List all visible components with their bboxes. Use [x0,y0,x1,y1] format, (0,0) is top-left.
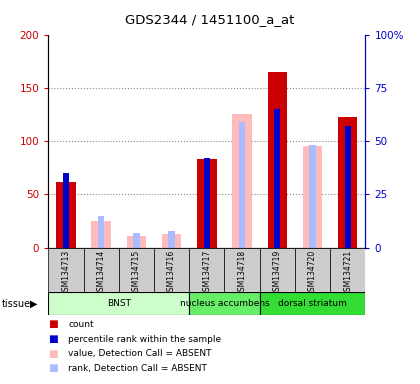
Text: GSM134715: GSM134715 [132,250,141,296]
Text: percentile rank within the sample: percentile rank within the sample [68,334,222,344]
Bar [268,72,287,248]
Text: count: count [68,320,94,329]
Bar [63,173,69,248]
Bar [274,109,281,248]
Text: value, Detection Call = ABSENT: value, Detection Call = ABSENT [68,349,212,358]
Bar [303,146,322,248]
Bar [154,248,189,292]
Bar [189,248,224,292]
Bar [224,248,260,292]
Bar [162,234,181,248]
Bar [133,233,139,248]
Bar [260,292,365,315]
Bar [189,292,260,315]
Text: ■: ■ [48,334,58,344]
Text: GSM134721: GSM134721 [343,250,352,296]
Text: dorsal striatum: dorsal striatum [278,299,347,308]
Bar [92,221,111,248]
Bar [345,126,351,248]
Bar [56,182,76,248]
Bar [204,158,210,248]
Text: GSM134713: GSM134713 [61,250,71,296]
Text: ■: ■ [48,319,58,329]
Bar [239,122,245,248]
Bar [98,216,104,248]
Bar [260,248,295,292]
Text: GSM134717: GSM134717 [202,250,211,296]
Bar [48,292,189,315]
Bar [197,159,217,248]
Text: GDS2344 / 1451100_a_at: GDS2344 / 1451100_a_at [125,13,295,26]
Bar [119,248,154,292]
Text: ▶: ▶ [30,299,38,309]
Bar [310,146,316,248]
Text: ■: ■ [48,363,58,373]
Bar [338,117,357,248]
Text: rank, Detection Call = ABSENT: rank, Detection Call = ABSENT [68,364,207,373]
Bar [168,231,175,248]
Text: nucleus accumbens: nucleus accumbens [180,299,269,308]
Bar [84,248,119,292]
Bar [330,248,365,292]
Text: GSM134714: GSM134714 [97,250,106,296]
Text: GSM134716: GSM134716 [167,250,176,296]
Bar [232,114,252,248]
Text: tissue: tissue [2,299,31,309]
Text: GSM134718: GSM134718 [238,250,247,296]
Bar [48,248,84,292]
Bar [127,236,146,248]
Text: BNST: BNST [107,299,131,308]
Text: GSM134720: GSM134720 [308,250,317,296]
Text: ■: ■ [48,349,58,359]
Bar [295,248,330,292]
Text: GSM134719: GSM134719 [273,250,282,296]
